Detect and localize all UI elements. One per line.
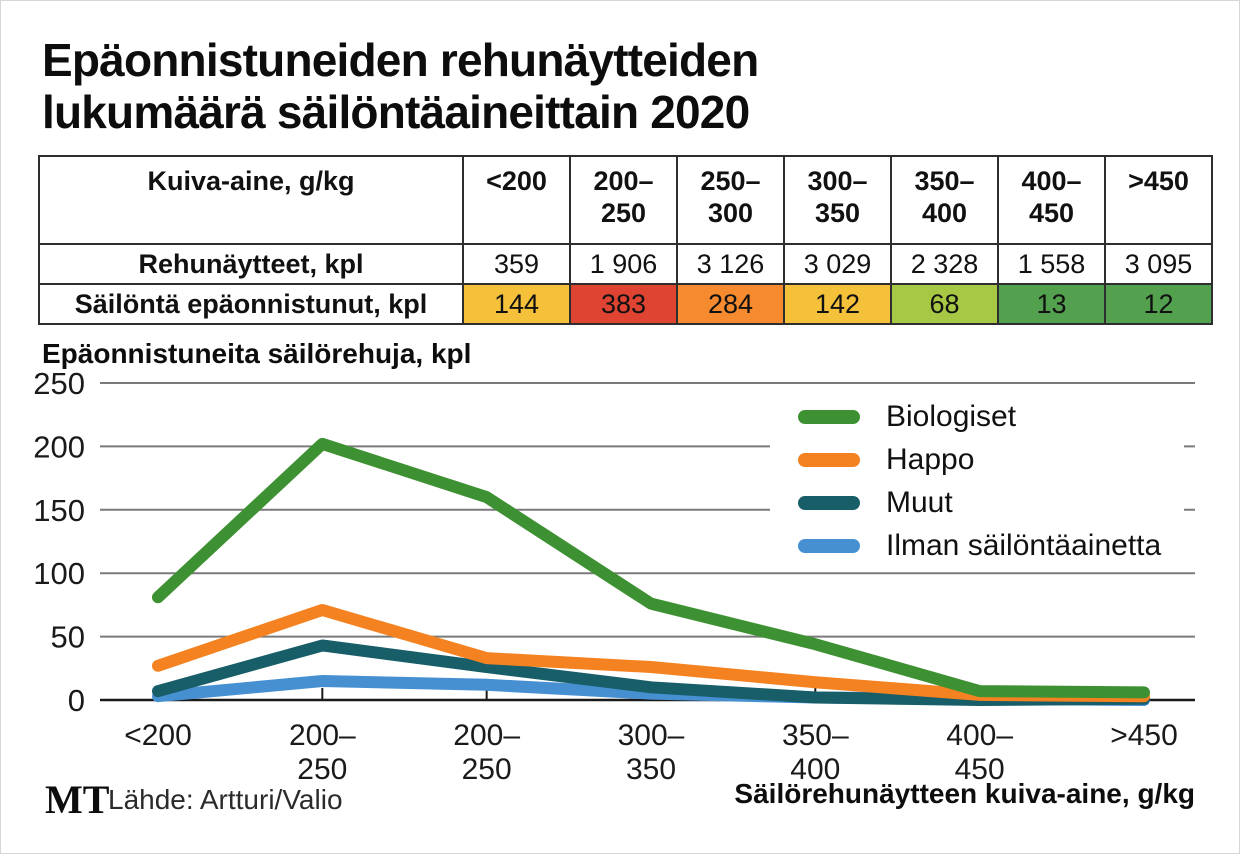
mt-logo: MT [45,777,110,822]
y-tick-label: 200 [33,429,85,464]
legend-item: Biologiset [798,400,1184,434]
legend-item: Ilman säilöntäainetta [798,529,1184,563]
x-tick-label: 200– 250 [453,719,520,786]
table-cell-colored: 284 [676,283,785,325]
legend-swatch [798,452,860,467]
table-cell: 3 095 [1104,243,1213,285]
legend-swatch [798,495,860,510]
table-header-label: Kuiva-aine, g/kg [38,155,464,245]
table-cell-colored: 144 [462,283,571,325]
chart-title: Epäonnistuneita säilörehuja, kpl [42,338,472,369]
legend-item: Happo [798,443,1184,477]
x-tick-label: 300– 350 [618,719,685,786]
col-header: <200 [462,155,571,245]
row-label: Säilöntä epäonnistunut, kpl [38,283,464,325]
legend-swatch [798,409,860,424]
col-header: 350– 400 [890,155,999,245]
x-tick-label: >450 [1110,719,1178,752]
legend-swatch [798,538,860,553]
y-tick-label: 250 [33,366,85,401]
table-cell: 2 328 [890,243,999,285]
y-tick-label: 0 [68,683,85,718]
page-title: Epäonnistuneiden rehunäytteiden lukumäär… [42,34,759,139]
x-axis-label: Säilörehunäytteen kuiva-aine, g/kg [734,778,1195,809]
table-header-row: Kuiva-aine, g/kg <200 200– 250 250– 300 … [38,155,1213,245]
source-credit: Lähde: Artturi/Valio [108,784,343,815]
x-tick-label: 200– 250 [289,719,356,786]
x-tick-label: 350– 400 [782,719,849,786]
col-header: 250– 300 [676,155,785,245]
legend-label: Muut [886,485,953,519]
col-header: 300– 350 [783,155,892,245]
table-cell-colored: 68 [890,283,999,325]
table-cell-colored: 12 [1104,283,1213,325]
legend-item: Muut [798,486,1184,520]
table-cell: 1 558 [997,243,1106,285]
row-label: Rehunäytteet, kpl [38,243,464,285]
table-row-samples: Rehunäytteet, kpl 359 1 906 3 126 3 029 … [38,243,1213,285]
summary-table: Kuiva-aine, g/kg <200 200– 250 250– 300 … [38,155,1213,325]
x-tick-label: <200 [124,719,192,752]
table-cell-colored: 142 [783,283,892,325]
table-cell-colored: 13 [997,283,1106,325]
col-header: 400– 450 [997,155,1106,245]
table-cell: 3 029 [783,243,892,285]
y-tick-label: 100 [33,556,85,591]
table-cell: 359 [462,243,571,285]
table-cell-colored: 383 [569,283,678,325]
x-tick-label: 400– 450 [946,719,1013,786]
col-header: >450 [1104,155,1213,245]
legend-label: Happo [886,442,975,476]
y-tick-label: 150 [33,493,85,528]
series-line-biologiset [152,437,1150,699]
col-header: 200– 250 [569,155,678,245]
chart-legend: Biologiset Happo Muut Ilman säilöntäainetta [770,399,1184,563]
legend-label: Biologiset [886,399,1017,433]
y-tick-label: 50 [51,620,85,655]
table-row-failed: Säilöntä epäonnistunut, kpl 144 383 284 … [38,283,1213,325]
legend-label: Ilman säilöntäainetta [886,528,1162,562]
table-cell: 1 906 [569,243,678,285]
table-cell: 3 126 [676,243,785,285]
